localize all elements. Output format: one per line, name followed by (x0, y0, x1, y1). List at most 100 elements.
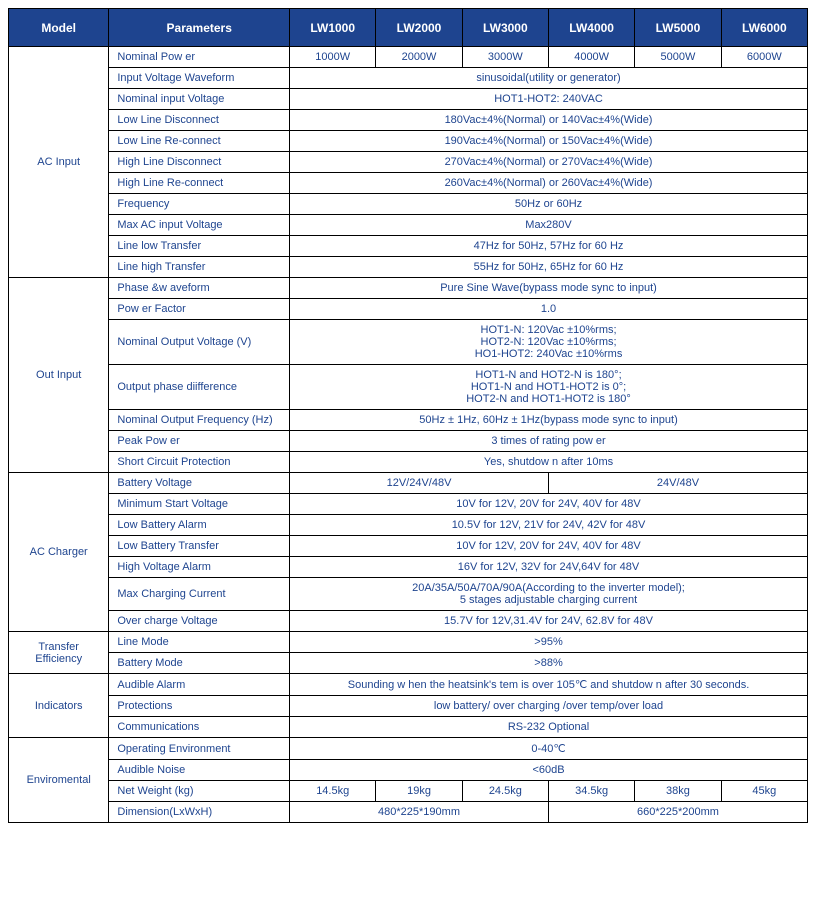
cell: 260Vac±4%(Normal) or 260Vac±4%(Wide) (290, 173, 808, 194)
cell: 14.5kg (290, 781, 376, 802)
param-label: Audible Noise (109, 760, 290, 781)
cell: 12V/24V/48V (290, 473, 549, 494)
cell: 15.7V for 12V,31.4V for 24V, 62.8V for 4… (290, 611, 808, 632)
param-label: Peak Pow er (109, 431, 290, 452)
param-label: Over charge Voltage (109, 611, 290, 632)
param-label: High Line Disconnect (109, 152, 290, 173)
param-label: Protections (109, 696, 290, 717)
line: 20A/35A/50A/70A/90A(According to the inv… (296, 582, 801, 594)
cell: 480*225*190mm (290, 802, 549, 823)
hdr-col: LW2000 (376, 9, 462, 47)
cell: 19kg (376, 781, 462, 802)
cell: 3 times of rating pow er (290, 431, 808, 452)
param-label: Pow er Factor (109, 299, 290, 320)
cell: 270Vac±4%(Normal) or 270Vac±4%(Wide) (290, 152, 808, 173)
param-label: Nominal Output Frequency (Hz) (109, 410, 290, 431)
cat-transfer: Transfer Efficiency (9, 632, 109, 674)
param-label: Dimension(LxWxH) (109, 802, 290, 823)
cell: sinusoidal(utility or generator) (290, 68, 808, 89)
cell: <60dB (290, 760, 808, 781)
cell: 3000W (462, 47, 548, 68)
cat-out-input: Out Input (9, 278, 109, 473)
line: HOT1-N and HOT2-N is 180°; (296, 369, 801, 381)
param-label: Nominal input Voltage (109, 89, 290, 110)
cell: 2000W (376, 47, 462, 68)
cell: 0-40℃ (290, 738, 808, 760)
cell: 5000W (635, 47, 721, 68)
cell: Sounding w hen the heatsink's tem is ove… (290, 674, 808, 696)
cell: HOT1-N: 120Vac ±10%rms; HOT2-N: 120Vac ±… (290, 320, 808, 365)
cell: 6000W (721, 47, 807, 68)
cell: 660*225*200mm (548, 802, 807, 823)
cell: 34.5kg (548, 781, 634, 802)
line: HOT2-N: 120Vac ±10%rms; (296, 336, 801, 348)
param-label: Line low Transfer (109, 236, 290, 257)
cell: HOT1-N and HOT2-N is 180°; HOT1-N and HO… (290, 365, 808, 410)
cell: 47Hz for 50Hz, 57Hz for 60 Hz (290, 236, 808, 257)
param-label: Phase &w aveform (109, 278, 290, 299)
param-label: Output phase diifference (109, 365, 290, 410)
param-label: Minimum Start Voltage (109, 494, 290, 515)
cell: 38kg (635, 781, 721, 802)
line: HO1-HOT2: 240Vac ±10%rms (296, 348, 801, 360)
cat-ac-input: AC Input (9, 47, 109, 278)
param-label: Audible Alarm (109, 674, 290, 696)
hdr-model: Model (9, 9, 109, 47)
cell: 10.5V for 12V, 21V for 24V, 42V for 48V (290, 515, 808, 536)
cell: 180Vac±4%(Normal) or 140Vac±4%(Wide) (290, 110, 808, 131)
param-label: Low Battery Alarm (109, 515, 290, 536)
param-label: Max Charging Current (109, 578, 290, 611)
param-label: Line high Transfer (109, 257, 290, 278)
line: HOT1-N and HOT1-HOT2 is 0°; (296, 381, 801, 393)
cat-ac-charger: AC Charger (9, 473, 109, 632)
param-label: Battery Voltage (109, 473, 290, 494)
cell: 20A/35A/50A/70A/90A(According to the inv… (290, 578, 808, 611)
cell: 45kg (721, 781, 807, 802)
cell: >88% (290, 653, 808, 674)
param-label: Battery Mode (109, 653, 290, 674)
cell: 16V for 12V, 32V for 24V,64V for 48V (290, 557, 808, 578)
param-label: Communications (109, 717, 290, 738)
param-label: High Line Re-connect (109, 173, 290, 194)
hdr-col: LW4000 (548, 9, 634, 47)
cell: Max280V (290, 215, 808, 236)
param-label: Low Battery Transfer (109, 536, 290, 557)
param-label: Max AC input Voltage (109, 215, 290, 236)
param-label: Input Voltage Waveform (109, 68, 290, 89)
line: 5 stages adjustable charging current (296, 594, 801, 606)
param-label: Nominal Output Voltage (V) (109, 320, 290, 365)
hdr-col: LW6000 (721, 9, 807, 47)
line: HOT2-N and HOT1-HOT2 is 180° (296, 393, 801, 405)
cat-indicators: Indicators (9, 674, 109, 738)
cell: 55Hz for 50Hz, 65Hz for 60 Hz (290, 257, 808, 278)
cell: 50Hz ± 1Hz, 60Hz ± 1Hz(bypass mode sync … (290, 410, 808, 431)
cell: 10V for 12V, 20V for 24V, 40V for 48V (290, 536, 808, 557)
cell: Yes, shutdow n after 10ms (290, 452, 808, 473)
hdr-col: LW3000 (462, 9, 548, 47)
hdr-col: LW1000 (290, 9, 376, 47)
cell: 4000W (548, 47, 634, 68)
param-label: Low Line Re-connect (109, 131, 290, 152)
cell: Pure Sine Wave(bypass mode sync to input… (290, 278, 808, 299)
cell: 1.0 (290, 299, 808, 320)
param-label: Frequency (109, 194, 290, 215)
cat-enviromental: Enviromental (9, 738, 109, 823)
param-label: High Voltage Alarm (109, 557, 290, 578)
cell: HOT1-HOT2: 240VAC (290, 89, 808, 110)
spec-table: Model Parameters LW1000 LW2000 LW3000 LW… (8, 8, 808, 823)
cell: 1000W (290, 47, 376, 68)
param-label: Nominal Pow er (109, 47, 290, 68)
param-label: Low Line Disconnect (109, 110, 290, 131)
hdr-col: LW5000 (635, 9, 721, 47)
line: HOT1-N: 120Vac ±10%rms; (296, 324, 801, 336)
hdr-params: Parameters (109, 9, 290, 47)
param-label: Net Weight (kg) (109, 781, 290, 802)
cell: 24V/48V (548, 473, 807, 494)
cell: 50Hz or 60Hz (290, 194, 808, 215)
cell: 24.5kg (462, 781, 548, 802)
cell: 190Vac±4%(Normal) or 150Vac±4%(Wide) (290, 131, 808, 152)
cell: RS-232 Optional (290, 717, 808, 738)
cell: >95% (290, 632, 808, 653)
param-label: Line Mode (109, 632, 290, 653)
param-label: Operating Environment (109, 738, 290, 760)
